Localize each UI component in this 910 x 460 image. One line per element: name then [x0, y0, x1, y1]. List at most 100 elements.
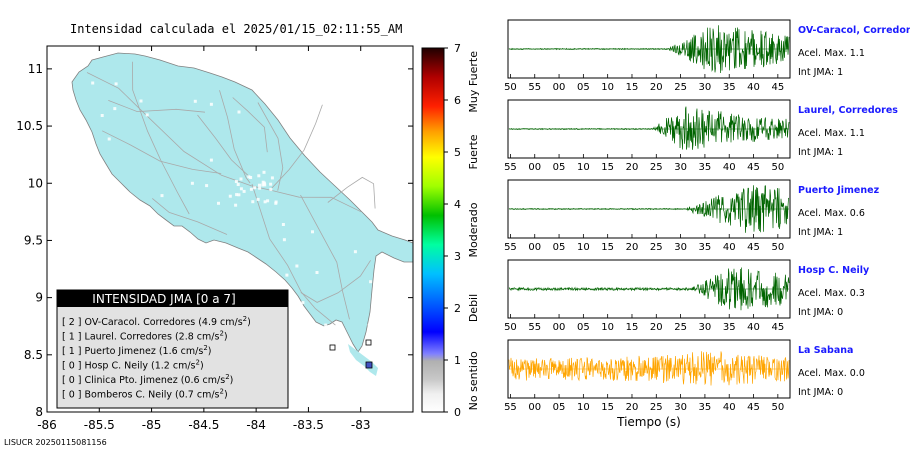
town-marker: [266, 199, 270, 203]
legend-entry: [ 2 ] OV-Caracol. Corredores (4.9 cm/s2): [62, 315, 251, 328]
legend-entry-level: [ 1 ]: [62, 332, 85, 343]
town-marker: [91, 81, 95, 85]
town-marker: [263, 183, 267, 187]
town-marker: [282, 238, 286, 242]
waveform-tick-label: 10: [577, 402, 590, 413]
town-marker: [378, 98, 382, 102]
waveform-tick-label: 20: [626, 162, 639, 173]
waveform-tick-label: 25: [650, 242, 663, 253]
waveform-tick-label: 00: [528, 162, 541, 173]
town-marker: [160, 194, 164, 198]
town-marker: [235, 193, 239, 197]
x-tick-label: -83.5: [293, 418, 324, 432]
legend-entry-level: [ 2 ]: [62, 317, 85, 328]
waveform-tick-label: 10: [601, 322, 614, 333]
waveform-tick-label: 35: [699, 162, 712, 173]
costa-rica-landmass: [71, 52, 413, 353]
town-marker: [239, 177, 243, 181]
legend-entry-close: ): [224, 390, 228, 401]
station-acel: Acel. Max. 1.1: [798, 48, 865, 59]
waveform-tick-label: 20: [650, 82, 663, 93]
colorbar-category-label: Debil: [467, 294, 480, 322]
road: [132, 61, 190, 215]
legend-entry: [ 0 ] Bomberos C. Neily (0.7 cm/s2): [62, 388, 228, 401]
legend-entry: [ 1 ] Puerto Jimenez (1.6 cm/s2): [62, 344, 212, 357]
waveform-tick-label: 45: [771, 82, 784, 93]
legend-header: INTENSIDAD JMA [0 a 7]: [92, 292, 235, 306]
waveform-tick-label: 50: [771, 402, 784, 413]
road: [269, 104, 323, 191]
town-marker: [139, 99, 143, 103]
colorbar-ticks: 0 1 2 3 4 5 6 7: [444, 42, 461, 419]
town-marker: [249, 176, 253, 179]
legend-entry-exponent: 2: [225, 373, 229, 381]
road: [108, 100, 206, 113]
legend-entry-value: (1.2 cm/s: [151, 361, 196, 372]
waveform-trace: [508, 267, 790, 311]
waveform-tick-label: 45: [747, 242, 760, 253]
town-marker: [209, 158, 213, 162]
waveform-tick-label: 30: [674, 402, 687, 413]
road: [327, 176, 376, 209]
x-tick-label: -83: [351, 418, 371, 432]
town-marker: [263, 200, 267, 204]
waveform-tick-label: 40: [747, 82, 760, 93]
waveform-tick-label: 55: [504, 242, 517, 253]
legend-entry-value: (0.7 cm/s: [175, 390, 220, 401]
colorbar-tick-label: 0: [454, 406, 461, 419]
waveform-tick-label: 55: [528, 82, 541, 93]
waveform-tick-label: 50: [771, 162, 784, 173]
waveform-tick-label: 50: [771, 242, 784, 253]
y-tick-label: 10.5: [16, 119, 43, 133]
legend-entry-exponent: 2: [219, 388, 223, 396]
waveform-tick-label: 15: [601, 162, 614, 173]
footer-id: LISUCR 20250115081156: [4, 438, 107, 447]
town-marker: [193, 99, 197, 103]
waveform-tick-label: 15: [601, 242, 614, 253]
town-marker: [367, 323, 371, 327]
town-marker: [262, 181, 266, 185]
waveform-tick-label: 45: [747, 162, 760, 173]
waveform-tick-label: 25: [674, 322, 687, 333]
colorbar-category-label: Muy Fuerte: [467, 51, 480, 113]
legend-entry-exponent: 2: [243, 315, 247, 323]
town-marker: [258, 183, 261, 187]
waveform-trace: [508, 351, 790, 386]
waveform-tick-label: 35: [723, 82, 736, 93]
intensity-colorbar: 0 1 2 3 4 5 6 7 No sentido Debil Moderado Fuerte Mu…: [421, 42, 480, 419]
legend-header-bar: [57, 290, 288, 307]
legend-entry-name: Laurel. Corredores: [85, 332, 175, 343]
legend-entry-value: (0.6 cm/s: [181, 375, 226, 386]
legend-entry-value: (4.9 cm/s: [198, 317, 243, 328]
waveform-trace: [508, 106, 790, 150]
town-marker: [242, 189, 246, 193]
x-tick-label: -85: [142, 418, 162, 432]
waveform-tick-label: 45: [747, 402, 760, 413]
legend-entry-value: (1.6 cm/s: [159, 346, 204, 357]
town-marker: [239, 187, 243, 191]
road-network: [86, 61, 376, 326]
town-marker: [368, 86, 372, 90]
legend-entry: [ 0 ] Clinica Pto. Jimenez (0.6 cm/s2): [62, 373, 233, 386]
town-marker: [353, 250, 357, 254]
station-intensity: Int JMA: 1: [798, 67, 843, 78]
waveform-panel: 55 00 05 10 15 20 25 30 35 40 45 50 La Sabana Acel. M…: [504, 339, 865, 429]
colorbar-tick-label: 3: [454, 250, 461, 263]
waveform-tick-label: 35: [723, 322, 736, 333]
road: [152, 198, 228, 235]
waveform-tick-label: 30: [699, 322, 712, 333]
town-marker: [270, 176, 274, 180]
town-marker: [300, 304, 303, 308]
town-marker: [249, 187, 253, 191]
waveform-xlabel: Tiempo (s): [616, 415, 681, 429]
map-title: Intensidad calculada el 2025/01/15_02:11…: [70, 22, 403, 36]
waveform-panel: 55 00 05 10 15 20 25 30 35 40 45 50 Laurel, Corredor…: [504, 99, 898, 173]
waveform-tick-label: 40: [747, 322, 760, 333]
colorbar-tick-label: 5: [454, 146, 461, 159]
station-marker: [329, 344, 336, 351]
town-marker: [237, 193, 241, 197]
town-marker: [205, 184, 209, 188]
station-acel: Acel. Max. 1.1: [798, 128, 865, 139]
town-marker: [269, 182, 273, 186]
waveform-tick-label: 30: [674, 162, 687, 173]
